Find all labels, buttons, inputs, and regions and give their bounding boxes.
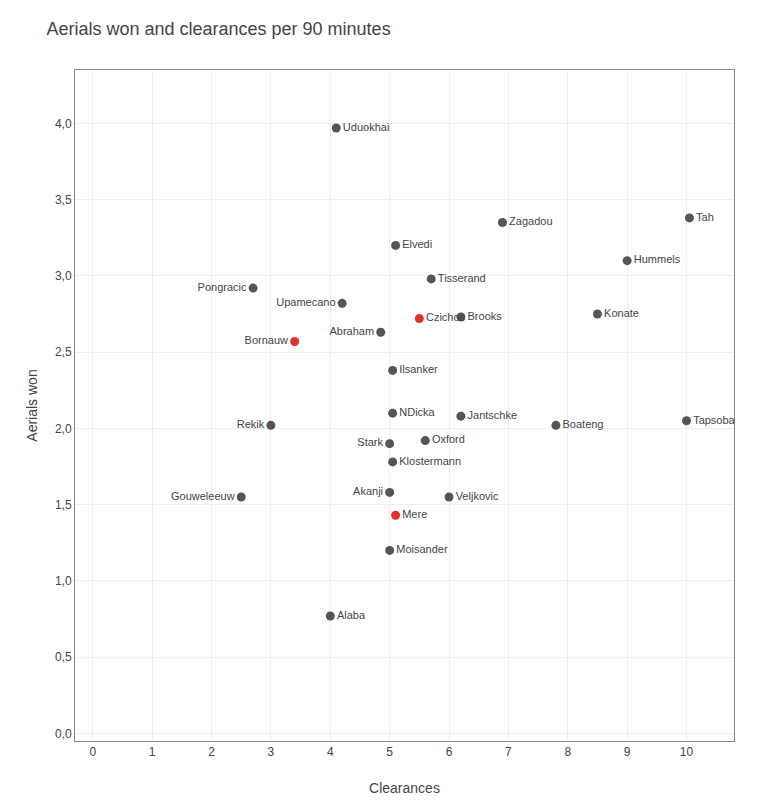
svg-text:Czichos: Czichos bbox=[426, 311, 466, 323]
svg-text:Klostermann: Klostermann bbox=[399, 455, 461, 467]
svg-text:6: 6 bbox=[446, 745, 453, 759]
svg-text:9: 9 bbox=[624, 745, 631, 759]
svg-text:Zagadou: Zagadou bbox=[509, 215, 552, 227]
svg-text:Alaba: Alaba bbox=[337, 609, 366, 621]
svg-text:Clearances: Clearances bbox=[369, 780, 440, 796]
svg-text:Akanji: Akanji bbox=[353, 485, 383, 497]
svg-text:Aerials won: Aerials won bbox=[24, 369, 40, 441]
svg-text:Abraham: Abraham bbox=[329, 325, 374, 337]
svg-text:3,0: 3,0 bbox=[55, 269, 72, 283]
svg-text:Hummels: Hummels bbox=[634, 253, 681, 265]
svg-text:2,0: 2,0 bbox=[55, 422, 72, 436]
svg-text:4: 4 bbox=[327, 745, 334, 759]
svg-text:1,0: 1,0 bbox=[55, 574, 72, 588]
svg-text:NDicka: NDicka bbox=[399, 406, 435, 418]
svg-text:Upamecano: Upamecano bbox=[276, 296, 335, 308]
svg-text:5: 5 bbox=[386, 745, 393, 759]
svg-text:Tah: Tah bbox=[696, 211, 714, 223]
svg-text:Veljkovic: Veljkovic bbox=[456, 490, 499, 502]
svg-text:Tisserand: Tisserand bbox=[438, 272, 486, 284]
svg-text:3,5: 3,5 bbox=[55, 193, 72, 207]
svg-text:Gouweleeuw: Gouweleeuw bbox=[171, 490, 235, 502]
svg-text:Elvedi: Elvedi bbox=[402, 238, 432, 250]
svg-text:1,5: 1,5 bbox=[55, 498, 72, 512]
svg-text:Tapsoba: Tapsoba bbox=[693, 414, 735, 426]
svg-text:8: 8 bbox=[564, 745, 571, 759]
svg-text:Mere: Mere bbox=[402, 508, 427, 520]
svg-text:Bornauw: Bornauw bbox=[245, 334, 288, 346]
svg-text:Moisander: Moisander bbox=[396, 543, 448, 555]
svg-text:Aerials won and clearances per: Aerials won and clearances per 90 minute… bbox=[46, 19, 390, 39]
svg-text:Oxford: Oxford bbox=[432, 433, 465, 445]
svg-text:Brooks: Brooks bbox=[468, 310, 503, 322]
svg-text:Konate: Konate bbox=[604, 307, 639, 319]
svg-text:Boateng: Boateng bbox=[563, 418, 604, 430]
svg-text:2: 2 bbox=[208, 745, 215, 759]
svg-text:Uduokhai: Uduokhai bbox=[343, 121, 389, 133]
svg-text:0,0: 0,0 bbox=[55, 727, 72, 741]
svg-text:1: 1 bbox=[149, 745, 156, 759]
svg-text:Pongracic: Pongracic bbox=[198, 281, 247, 293]
svg-text:Stark: Stark bbox=[357, 436, 383, 448]
svg-text:0,5: 0,5 bbox=[55, 650, 72, 664]
svg-text:10: 10 bbox=[680, 745, 694, 759]
svg-text:7: 7 bbox=[505, 745, 512, 759]
svg-text:Jantschke: Jantschke bbox=[468, 409, 518, 421]
svg-text:2,5: 2,5 bbox=[55, 345, 72, 359]
svg-text:Rekik: Rekik bbox=[237, 418, 265, 430]
svg-text:3: 3 bbox=[268, 745, 275, 759]
svg-text:4,0: 4,0 bbox=[55, 117, 72, 131]
svg-text:Ilsanker: Ilsanker bbox=[399, 363, 438, 375]
svg-text:0: 0 bbox=[89, 745, 96, 759]
